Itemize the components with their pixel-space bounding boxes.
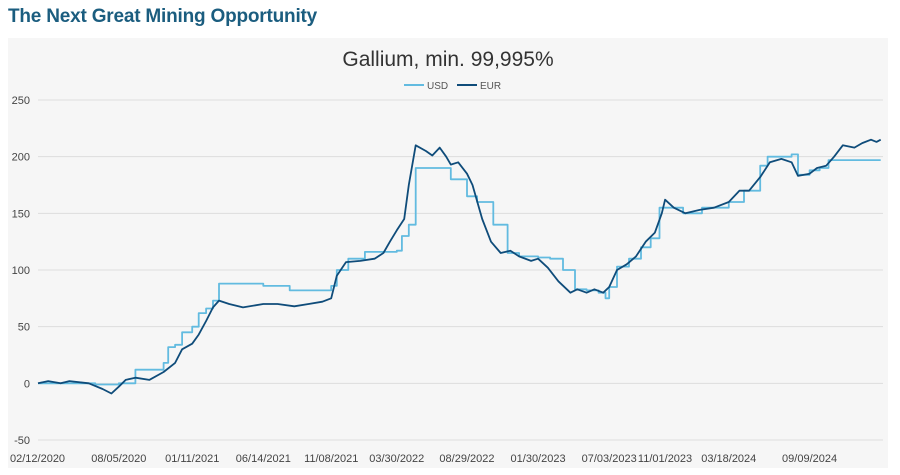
y-tick-label: 200 <box>12 152 30 164</box>
x-tick-label: 07/03/2023 <box>582 453 637 465</box>
legend[interactable]: USD EUR <box>404 81 501 92</box>
x-tick-label: 02/12/2020 <box>10 453 65 465</box>
x-tick-label: 08/29/2022 <box>439 453 494 465</box>
grid-lines <box>38 99 883 441</box>
page-heading: The Next Great Mining Opportunity <box>8 6 318 27</box>
x-tick-label: 11/01/2023 <box>638 453 692 465</box>
x-tick-label: 09/09/2024 <box>782 453 837 465</box>
legend-usd-label[interactable]: USD <box>427 81 448 92</box>
x-axis-tick-labels: 02/12/2020 08/05/2020 01/11/2021 06/14/2021… <box>10 453 837 465</box>
legend-eur-label[interactable]: EUR <box>480 81 501 92</box>
x-tick-label: 08/05/2020 <box>91 453 146 465</box>
gallium-price-chart: Gallium, min. 99,995% USD EUR 250 200 150 1… <box>10 48 883 465</box>
chart-title: Gallium, min. 99,995% <box>342 48 553 71</box>
y-axis-tick-labels: 250 200 150 100 50 0 -50 <box>12 95 30 447</box>
x-tick-label: 11/08/2021 <box>304 453 358 465</box>
x-tick-label: 03/30/2022 <box>369 453 424 465</box>
series-lines <box>37 138 882 395</box>
y-tick-label: 100 <box>12 265 30 277</box>
x-tick-label: 01/30/2023 <box>511 453 566 465</box>
x-tick-label: 03/18/2024 <box>701 453 756 465</box>
y-tick-label: 0 <box>24 378 30 390</box>
x-tick-label: 01/11/2021 <box>165 453 219 465</box>
y-tick-label: 250 <box>12 95 30 107</box>
x-tick-label: 06/14/2021 <box>236 453 291 465</box>
y-tick-label: 50 <box>18 322 30 334</box>
series-line-eur[interactable] <box>37 138 882 395</box>
y-tick-label: -50 <box>14 435 30 447</box>
y-tick-label: 150 <box>12 208 30 220</box>
series-line-usd[interactable] <box>38 153 881 386</box>
chart-panel: Gallium, min. 99,995% USD EUR 250 200 150 1… <box>8 38 888 468</box>
